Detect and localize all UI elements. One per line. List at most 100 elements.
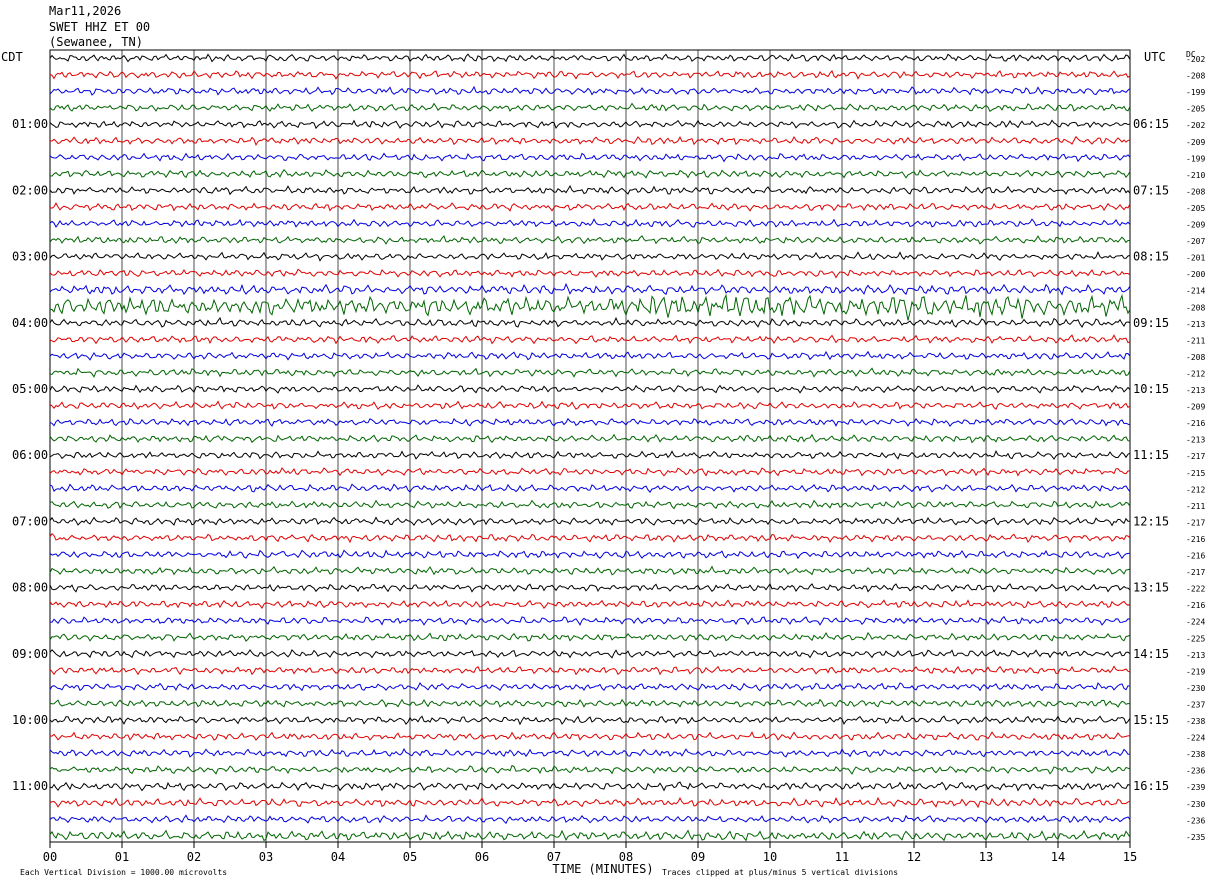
x-tick-label: 08: [619, 850, 633, 864]
seismic-trace: [49, 135, 1131, 147]
seismic-trace: [49, 202, 1131, 212]
x-tick-label: 07: [547, 850, 561, 864]
seismic-trace: [49, 433, 1131, 444]
x-tick-label: 10: [763, 850, 777, 864]
seismic-trace: [49, 499, 1131, 510]
x-tick-label: 00: [43, 850, 57, 864]
seismic-trace: [49, 533, 1131, 544]
seismic-trace: [49, 814, 1131, 825]
dc-offset-label: -222: [1186, 585, 1205, 594]
seismic-trace: [49, 417, 1131, 428]
dc-offset-label: -214: [1186, 287, 1205, 296]
utc-hour-label: 12:15: [1133, 514, 1169, 528]
dc-offset-label: -216: [1186, 535, 1205, 544]
x-tick-label: 14: [1051, 850, 1065, 864]
dc-offset-label: -202: [1186, 55, 1205, 64]
plot-grid: [49, 49, 1131, 848]
dc-offset-label: -236: [1186, 816, 1205, 825]
seismic-trace: [49, 631, 1131, 642]
seismic-trace: [49, 53, 1131, 63]
seismic-trace: [49, 483, 1131, 493]
dc-offset-label: -199: [1186, 154, 1205, 163]
seismic-trace: [49, 268, 1131, 279]
utc-hour-label: 13:15: [1133, 581, 1169, 595]
seismic-trace: [49, 350, 1131, 361]
dc-offset-label: -238: [1186, 750, 1205, 759]
utc-zone-label: UTC: [1144, 50, 1166, 64]
cdt-hour-label: 11:00: [12, 779, 48, 793]
dc-offset-label: -201: [1186, 254, 1205, 263]
seismic-trace: [49, 599, 1131, 610]
dc-offset-label: -224: [1186, 734, 1205, 743]
dc-offset-label: -230: [1186, 684, 1205, 693]
seismic-trace: [49, 282, 1131, 296]
seismic-trace: [49, 334, 1131, 345]
seismic-trace: [49, 731, 1131, 741]
cdt-hour-label: 07:00: [12, 514, 48, 528]
plot-frame: [49, 49, 1131, 843]
dc-offset-label: -205: [1186, 204, 1205, 213]
seismic-trace: [49, 681, 1131, 692]
seismic-trace: [49, 185, 1131, 196]
dc-offset-label: -212: [1186, 369, 1205, 378]
seismic-trace: [49, 615, 1131, 626]
utc-hour-label: 15:15: [1133, 713, 1169, 727]
utc-hour-label: 06:15: [1133, 117, 1169, 131]
dc-offset-label: -208: [1186, 187, 1205, 196]
dc-offset-label: -211: [1186, 502, 1205, 511]
x-tick-label: 06: [475, 850, 489, 864]
dc-offset-label: -224: [1186, 618, 1205, 627]
utc-hour-label: 11:15: [1133, 448, 1169, 462]
location-label: (Sewanee, TN): [49, 35, 143, 49]
seismic-trace: [49, 698, 1131, 708]
seismic-trace: [49, 549, 1131, 560]
dc-offset-label: -199: [1186, 88, 1205, 97]
dc-offset-label: -217: [1186, 568, 1205, 577]
x-axis-title: TIME (MINUTES): [552, 862, 653, 876]
utc-hour-label: 08:15: [1133, 250, 1169, 264]
seismic-trace: [49, 516, 1131, 527]
seismic-trace: [49, 714, 1131, 726]
seismic-trace: [49, 665, 1131, 676]
x-tick-label: 02: [187, 850, 201, 864]
seismic-trace: [49, 384, 1131, 394]
cdt-hour-label: 04:00: [12, 316, 48, 330]
seismic-trace: [49, 583, 1131, 593]
seismic-trace: [49, 449, 1131, 460]
dc-offset-label: -217: [1186, 452, 1205, 461]
x-tick-label: 13: [979, 850, 993, 864]
dc-offset-label: -205: [1186, 105, 1205, 114]
seismic-trace: [49, 467, 1131, 477]
utc-hour-label: 14:15: [1133, 647, 1169, 661]
dc-offset-label: -219: [1186, 667, 1205, 676]
seismic-trace: [49, 152, 1131, 163]
dc-offset-label: -208: [1186, 72, 1205, 81]
dc-offset-label: -216: [1186, 419, 1205, 428]
cdt-hour-label: 05:00: [12, 382, 48, 396]
dc-offset-label: -213: [1186, 436, 1205, 445]
x-tick-label: 12: [907, 850, 921, 864]
x-tick-label: 11: [835, 850, 849, 864]
dc-offset-label: -208: [1186, 303, 1205, 312]
seismic-trace: [49, 829, 1131, 842]
seismic-trace: [49, 169, 1131, 179]
dc-offset-label: -216: [1186, 601, 1205, 610]
dc-offset-label: -200: [1186, 270, 1205, 279]
x-tick-label: 15: [1123, 850, 1137, 864]
dc-offset-label: -217: [1186, 518, 1205, 527]
cdt-zone-label: CDT: [1, 50, 23, 64]
seismic-trace: [49, 648, 1131, 659]
dc-offset-label: -239: [1186, 783, 1205, 792]
dc-offset-label: -213: [1186, 651, 1205, 660]
cdt-hour-label: 02:00: [12, 183, 48, 197]
dc-offset-label: -215: [1186, 469, 1205, 478]
cdt-hour-label: 10:00: [12, 713, 48, 727]
cdt-hour-label: 01:00: [12, 117, 48, 131]
dc-offset-label: -236: [1186, 767, 1205, 776]
utc-hour-label: 16:15: [1133, 779, 1169, 793]
label-group: 00 01 02 03 04 05 06 07 08 09 10 11 12 13 14 15 -202 -208…: [1, 50, 1205, 877]
utc-hour-label: 10:15: [1133, 382, 1169, 396]
x-tick-label: 01: [115, 850, 129, 864]
dc-offset-label: -213: [1186, 320, 1205, 329]
